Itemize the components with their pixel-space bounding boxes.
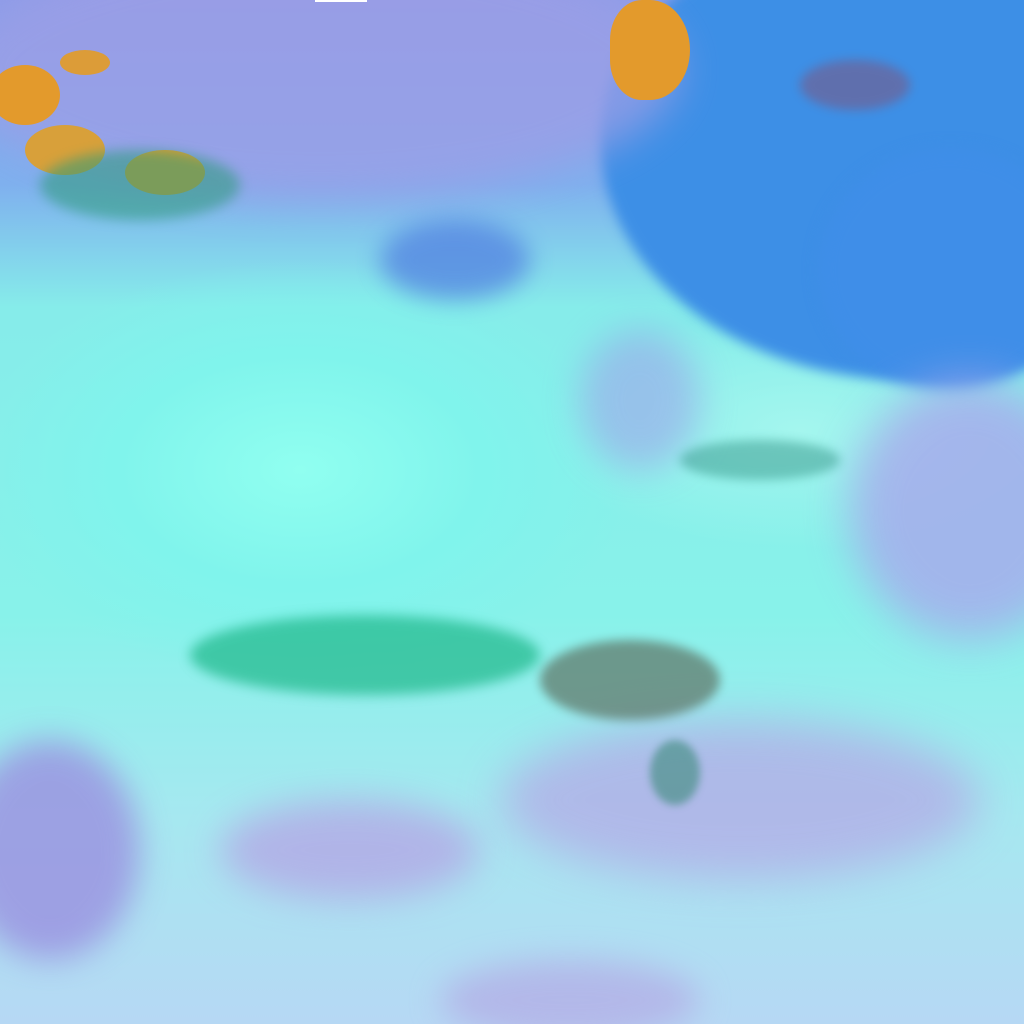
haze-bottom xyxy=(440,960,700,1024)
haze-south-west xyxy=(0,740,140,960)
land-orange-1 xyxy=(610,0,690,100)
vegetation-east xyxy=(540,640,720,720)
vegetation-band xyxy=(190,615,540,695)
top-white-bar xyxy=(315,0,367,2)
land-orange-2 xyxy=(0,65,60,125)
vegetation-north xyxy=(40,150,240,220)
sea-east xyxy=(820,150,1024,390)
cloud-blue-patch xyxy=(380,220,530,300)
vegetation-east-small xyxy=(650,740,700,805)
islands-north-east xyxy=(800,60,910,110)
haze-south-east xyxy=(500,720,980,880)
vegetation-mid xyxy=(680,440,840,480)
haze-east xyxy=(850,380,1024,640)
land-orange-5 xyxy=(60,50,110,75)
haze-band xyxy=(580,330,700,470)
haze-south xyxy=(220,800,480,900)
